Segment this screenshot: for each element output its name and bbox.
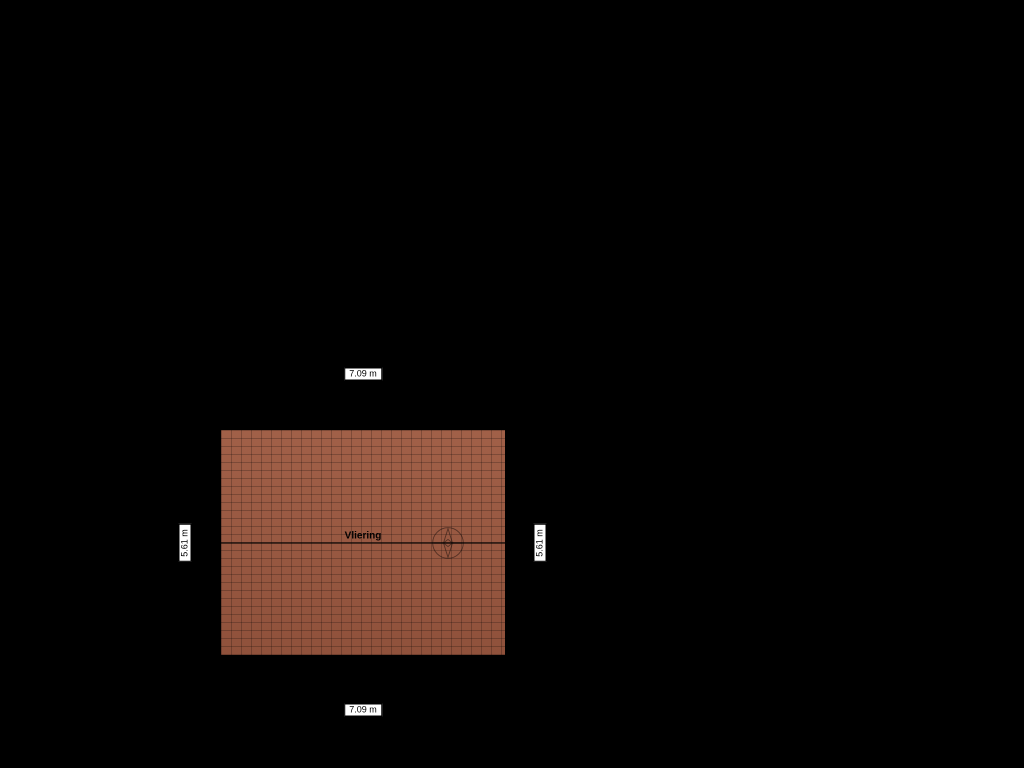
dimension-top: 7.09 m <box>344 368 382 381</box>
dimension-bottom: 7.09 m <box>344 704 382 717</box>
dimension-right: 5.61 m <box>534 524 547 562</box>
compass-icon <box>430 525 466 561</box>
dimension-left: 5.61 m <box>179 524 192 562</box>
floorplan-canvas: Vliering 7.09 m 7.09 m 5.61 m 5.61 m <box>0 0 1024 768</box>
room-label: Vliering <box>345 531 382 542</box>
